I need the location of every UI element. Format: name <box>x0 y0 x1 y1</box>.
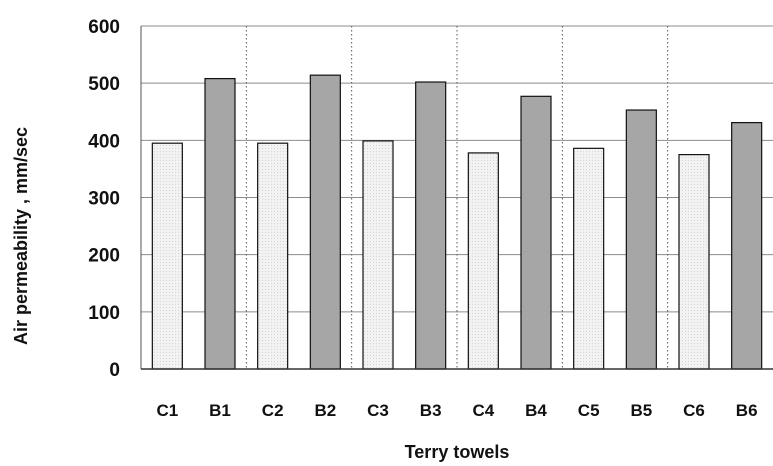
x-tick-label-B4: B4 <box>525 401 547 420</box>
y-tick-label: 100 <box>88 303 120 324</box>
bar-B6 <box>731 122 763 370</box>
x-tick-label-B5: B5 <box>630 401 652 420</box>
x-tick-label-B1: B1 <box>209 401 231 420</box>
bar-C1 <box>151 142 183 370</box>
y-tick-label: 400 <box>88 131 120 152</box>
bar-B2 <box>309 74 341 370</box>
bar-C3 <box>362 140 394 370</box>
y-axis-title: Air permeability , mm/sec <box>11 127 31 345</box>
bars <box>151 74 763 370</box>
y-tick-label: 300 <box>88 189 120 210</box>
y-tick-label: 0 <box>109 360 120 381</box>
bar-B5 <box>625 109 657 370</box>
bar-B1 <box>204 77 236 370</box>
bar-C5 <box>573 147 605 370</box>
x-tick-label-C2: C2 <box>262 401 284 420</box>
y-tick-label: 200 <box>88 246 120 267</box>
x-tick-label-B2: B2 <box>314 401 336 420</box>
y-tick-label: 600 <box>88 17 120 38</box>
bar-C4 <box>467 152 499 370</box>
x-tick-label-C5: C5 <box>578 401 600 420</box>
y-tick-label: 500 <box>88 74 120 95</box>
y-tick-labels: 0 100 200 300 400 500 600 <box>88 17 120 381</box>
x-tick-label-C6: C6 <box>683 401 705 420</box>
x-tick-labels: C1 B1 C2 B2 C3 B3 C4 B4 C5 B5 C6 B6 <box>156 401 757 420</box>
x-tick-label-B3: B3 <box>420 401 442 420</box>
bar-C6 <box>678 154 710 370</box>
bar-C2 <box>257 142 289 370</box>
x-tick-label-C3: C3 <box>367 401 389 420</box>
x-tick-label-C4: C4 <box>472 401 494 420</box>
grid-lines <box>140 25 773 369</box>
x-axis-title: Terry towels <box>405 442 510 462</box>
bar-B3 <box>415 81 447 370</box>
x-tick-label-C1: C1 <box>156 401 178 420</box>
bar-B4 <box>520 95 552 370</box>
x-tick-label-B6: B6 <box>736 401 758 420</box>
